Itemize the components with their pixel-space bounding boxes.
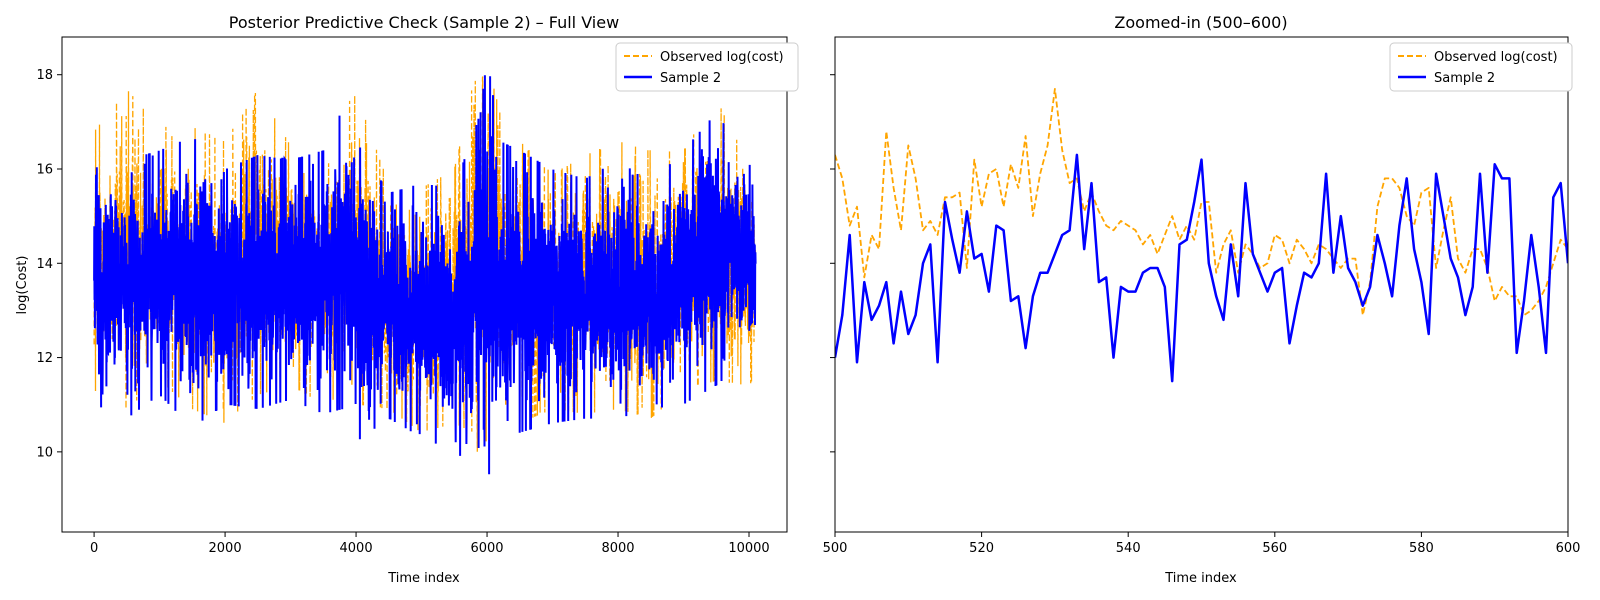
chart-title: Posterior Predictive Check (Sample 2) – … xyxy=(229,13,619,32)
x-tick-label: 2000 xyxy=(209,541,242,556)
x-tick-label: 10000 xyxy=(728,541,769,556)
x-tick-label: 500 xyxy=(823,541,848,556)
x-tick-label: 8000 xyxy=(601,541,634,556)
y-axis-label: log(Cost) xyxy=(15,256,30,315)
series-group xyxy=(93,75,757,475)
chart-panel-full-view: Posterior Predictive Check (Sample 2) – … xyxy=(15,13,799,586)
x-tick-label: 540 xyxy=(1116,541,1141,556)
legend-box xyxy=(1389,42,1573,92)
chart-title: Zoomed-in (500–600) xyxy=(1114,13,1287,32)
x-tick-label: 580 xyxy=(1409,541,1434,556)
series-line-observed xyxy=(835,88,1568,317)
x-tick-label: 520 xyxy=(969,541,994,556)
series-line-sample-2 xyxy=(93,75,757,475)
plot-area: 500 520 540 560 580 600 xyxy=(823,36,1581,556)
x-axis-label: Time index xyxy=(1164,571,1237,586)
x-axis-label: Time index xyxy=(387,571,460,586)
y-tick-label: 18 xyxy=(36,68,53,83)
x-tick-label: 0 xyxy=(90,541,98,556)
legend-label-observed: Observed log(cost) xyxy=(1434,50,1558,65)
y-tick-label: 14 xyxy=(36,257,53,272)
legend-label-sample: Sample 2 xyxy=(660,71,721,86)
axes-frame xyxy=(834,36,1569,533)
x-tick-label: 4000 xyxy=(340,541,373,556)
series-line-sample-2 xyxy=(835,153,1568,383)
y-tick-label: 10 xyxy=(36,445,53,460)
legend-box xyxy=(615,42,799,92)
chart-panel-zoomed: Zoomed-in (500–600) Time index 500 520 540… xyxy=(823,13,1581,586)
series-group xyxy=(835,88,1568,383)
y-tick-label: 12 xyxy=(36,351,53,366)
chart-legend: Observed log(cost) Sample 2 xyxy=(615,42,799,92)
axes-frame xyxy=(61,36,788,533)
y-tick-label: 16 xyxy=(36,163,53,178)
legend-label-observed: Observed log(cost) xyxy=(660,50,784,65)
legend-label-sample: Sample 2 xyxy=(1434,71,1495,86)
x-tick-label: 560 xyxy=(1262,541,1287,556)
x-tick-label: 600 xyxy=(1556,541,1581,556)
chart-legend: Observed log(cost) Sample 2 xyxy=(1389,42,1573,92)
x-tick-label: 6000 xyxy=(470,541,503,556)
plot-area: 0 2000 4000 6000 8000 10000 10 12 14 16 18 xyxy=(36,36,788,556)
